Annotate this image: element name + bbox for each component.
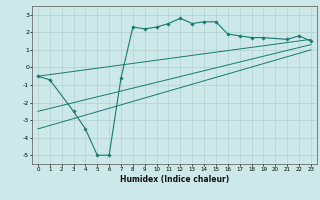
X-axis label: Humidex (Indice chaleur): Humidex (Indice chaleur) [120,175,229,184]
